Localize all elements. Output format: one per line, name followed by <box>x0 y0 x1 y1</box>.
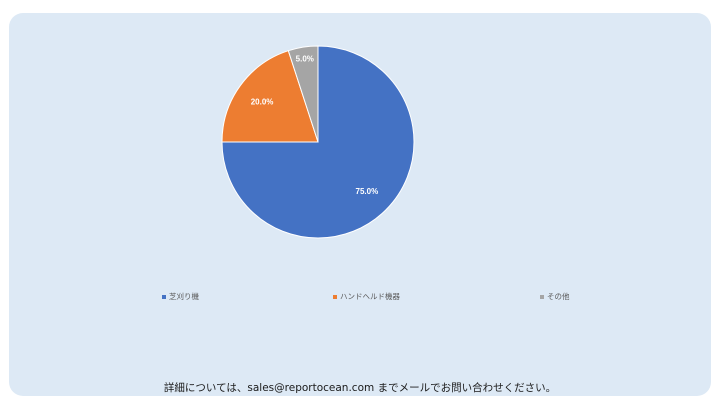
legend-item-handheld: ハンドヘルド機器 <box>333 291 400 302</box>
contact-footer: 詳細については、sales@reportocean.com までメールでお問い合… <box>163 382 557 394</box>
pie-slice-other <box>287 45 319 143</box>
data-label-lawnmower: 75.0% <box>356 187 379 196</box>
pie-slices <box>221 45 415 239</box>
pie-slice-lawnmower <box>221 45 415 239</box>
legend-label-lawnmower: 芝刈り機 <box>169 292 199 301</box>
legend-swatch-other <box>540 294 544 299</box>
pie-slice-handheld <box>221 50 319 143</box>
data-label-handheld: 20.0% <box>251 97 274 106</box>
legend-label-handheld: ハンドヘルド機器 <box>340 292 400 301</box>
legend-item-lawnmower: 芝刈り機 <box>162 291 199 302</box>
data-label-other: 5.0% <box>296 55 314 64</box>
legend: 芝刈り機 ハンドヘルド機器 その他 <box>0 291 720 305</box>
legend-swatch-handheld <box>333 294 337 299</box>
legend-label-other: その他 <box>547 292 570 301</box>
legend-item-other: その他 <box>540 291 570 302</box>
pie-data-labels: 75.0% 20.0% 5.0% <box>251 55 378 196</box>
legend-swatch-lawnmower <box>162 294 166 299</box>
